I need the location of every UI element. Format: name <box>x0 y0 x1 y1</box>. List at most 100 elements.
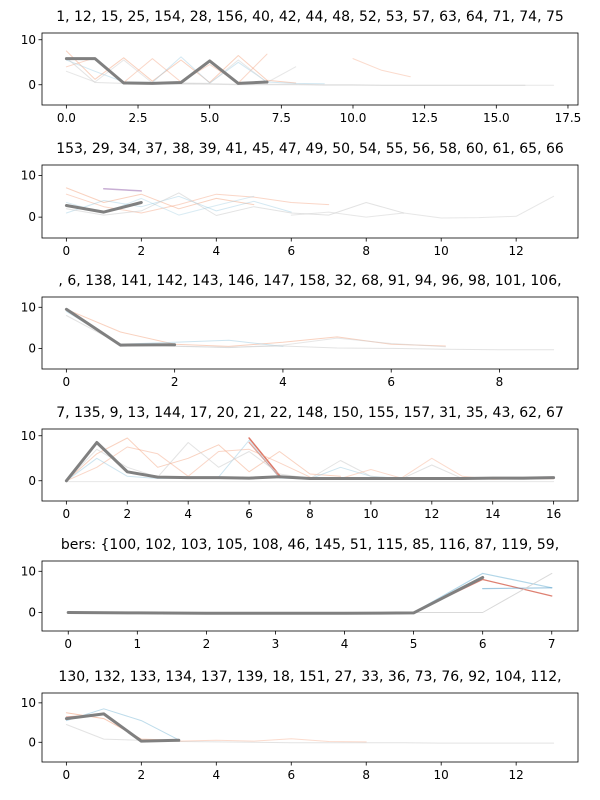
x-tick-label: 0.0 <box>57 111 76 125</box>
x-tick-label: 0 <box>64 637 72 651</box>
series-line-3 <box>65 437 341 482</box>
axes-frame <box>41 428 579 502</box>
subplot-2: 0 2 4 6 8 10 12 0 10 153, 29, 34, 37, 38, 39, 41,… <box>21 141 579 258</box>
subplot-3: 0 2 4 6 8 0 10 , 6, 138, 141, 142, 143, 146, 14… <box>21 273 579 389</box>
series-line-1 <box>65 50 297 84</box>
x-tick-label: 6 <box>245 507 253 521</box>
series-line-1 <box>65 308 446 347</box>
x-tick-label: 4 <box>279 375 287 389</box>
x-tick-label: 4 <box>341 637 349 651</box>
x-tick-label: 0 <box>63 375 71 389</box>
x-tick-label: 10.0 <box>340 111 367 125</box>
series-line-2 <box>65 310 284 347</box>
y-tick-label: 0 <box>28 341 36 355</box>
y-tick-label: 10 <box>21 300 36 314</box>
x-tick-label: 7 <box>548 637 556 651</box>
x-tick-label: 6 <box>387 375 395 389</box>
y-tick-label: 0 <box>28 474 36 488</box>
series-line-4 <box>174 337 446 349</box>
series-group <box>64 50 555 86</box>
x-tick-label: 12 <box>424 507 439 521</box>
x-tick-label: 4 <box>212 244 220 258</box>
x-tick-label: 3 <box>272 637 280 651</box>
x-tick-label: 0 <box>63 768 71 782</box>
x-tick-label: 7.5 <box>272 111 291 125</box>
x-tick-label: 2 <box>203 637 211 651</box>
subplot-4: 0 2 4 6 8 10 12 14 16 0 10 7, 135, 9, 13, 144, 17, … <box>21 405 579 521</box>
y-tick-label: 10 <box>21 168 36 182</box>
series-line-1 <box>248 437 281 477</box>
series-group <box>64 437 556 483</box>
mean-line <box>64 712 181 743</box>
mean-line <box>64 57 269 85</box>
x-tick-label: 5 <box>410 637 418 651</box>
subplot-title: 130, 132, 133, 134, 137, 139, 18, 151, 2… <box>58 669 561 685</box>
x-tick-label: 10 <box>434 244 449 258</box>
series-line-2 <box>65 187 255 210</box>
x-tick-label: 6 <box>287 768 295 782</box>
axes-frame <box>41 296 579 370</box>
x-tick-label: 17.5 <box>555 111 582 125</box>
series-line-1 <box>103 188 143 192</box>
y-tick-label: 0 <box>28 605 36 619</box>
y-tick-label: 10 <box>21 429 36 443</box>
x-tick-label: 2 <box>138 768 146 782</box>
subplot-title: 1, 12, 15, 25, 154, 28, 156, 40, 42, 44,… <box>56 9 564 25</box>
x-tick-label: 1 <box>133 637 141 651</box>
subplot-title: 7, 135, 9, 13, 144, 17, 20, 21, 22, 148,… <box>56 405 564 421</box>
x-tick-label: 2 <box>171 375 179 389</box>
series-line-1 <box>65 708 180 741</box>
y-tick-label: 0 <box>28 78 36 92</box>
series-line-4 <box>65 57 526 86</box>
x-tick-label: 8 <box>362 244 370 258</box>
series-line-6 <box>123 82 555 86</box>
series-group <box>64 307 555 351</box>
x-tick-label: 12.5 <box>411 111 438 125</box>
series-line-5 <box>65 439 402 482</box>
x-tick-label: 10 <box>363 507 378 521</box>
x-tick-label: 14 <box>485 507 500 521</box>
subplot-1: 0.0 2.5 5.0 7.5 10.0 12.5 15.0 17.5 0 10 1, 12, 15… <box>21 9 582 125</box>
subplot-title: , 6, 138, 141, 142, 143, 146, 147, 158, … <box>58 273 561 289</box>
x-tick-label: 4 <box>184 507 192 521</box>
series-group <box>64 187 555 219</box>
mean-line <box>64 201 143 214</box>
axes-frame <box>41 164 579 239</box>
y-tick-label: 10 <box>21 33 36 47</box>
x-tick-label: 0 <box>63 507 71 521</box>
series-group <box>66 572 553 615</box>
series-line-6 <box>290 195 555 219</box>
x-tick-label: 2 <box>123 507 131 521</box>
mean-line <box>64 307 177 347</box>
x-tick-label: 4 <box>212 768 220 782</box>
x-tick-label: 12 <box>509 768 524 782</box>
subplot-5: 0 1 2 3 4 5 6 7 0 10 bers: {100, 102, 103, 105, 10… <box>21 537 579 651</box>
x-tick-label: 12 <box>509 244 524 258</box>
series-line-3 <box>65 193 330 214</box>
series-line-2 <box>248 441 281 478</box>
subplot-title: 153, 29, 34, 37, 38, 39, 41, 45, 47, 49,… <box>56 141 564 157</box>
x-tick-label: 10 <box>434 768 449 782</box>
mean-line <box>64 441 556 483</box>
series-line-5 <box>65 192 405 216</box>
x-tick-label: 6 <box>479 637 487 651</box>
series-line-3 <box>482 587 553 590</box>
series-line-4 <box>65 195 292 214</box>
x-tick-label: 2.5 <box>128 111 147 125</box>
x-tick-label: 5.0 <box>200 111 219 125</box>
x-tick-label: 0 <box>63 244 71 258</box>
subplot-title: bers: {100, 102, 103, 105, 108, 46, 145,… <box>61 537 559 553</box>
x-tick-label: 16 <box>546 507 561 521</box>
series-line-1 <box>413 578 553 614</box>
y-tick-label: 10 <box>21 564 36 578</box>
x-tick-label: 8 <box>362 768 370 782</box>
axes-frame <box>41 560 579 632</box>
x-tick-label: 8 <box>496 375 504 389</box>
series-group <box>64 708 555 744</box>
mean-line <box>66 576 485 615</box>
x-tick-label: 15.0 <box>483 111 510 125</box>
x-tick-label: 6 <box>287 244 295 258</box>
axes-frame <box>41 32 579 106</box>
series-line-5 <box>352 58 411 78</box>
